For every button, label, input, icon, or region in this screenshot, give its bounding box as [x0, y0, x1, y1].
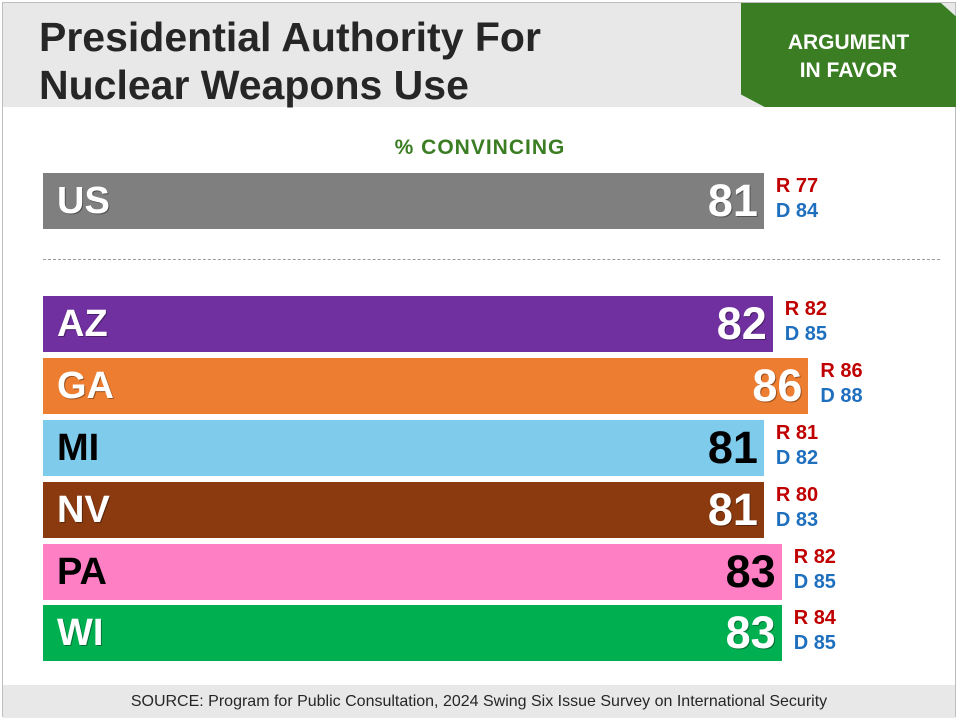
democrat-value-mi: D 82: [775, 447, 819, 469]
republican-value-wi: R 84: [793, 607, 836, 629]
chart-title: Presidential Authority For Nuclear Weapo…: [39, 13, 541, 109]
bar-az: AZ 82: [43, 296, 773, 352]
bar-ga: GA 86: [43, 358, 809, 414]
title-line-2: Nuclear Weapons Use: [39, 62, 469, 108]
value-label-nv: 81: [707, 484, 758, 535]
democrat-value-nv: D 83: [775, 509, 819, 531]
category-label-mi: MI: [57, 427, 100, 469]
value-label-wi: 83: [725, 607, 776, 658]
democrat-value-ga: D 88: [820, 385, 863, 407]
argument-badge: ARGUMENT IN FAVOR: [741, 3, 956, 107]
bar-nv: NV 81: [43, 482, 764, 538]
category-label-ga: GA: [57, 365, 114, 407]
value-label-az: 82: [716, 298, 767, 349]
bar-us: US 81: [43, 173, 764, 229]
bar-wi: WI 83: [43, 605, 782, 661]
badge-line-1: ARGUMENT: [787, 31, 910, 54]
republican-value-ga: R 86: [820, 360, 863, 382]
republican-value-az: R 82: [784, 298, 828, 320]
value-label-mi: 81: [707, 422, 758, 473]
republican-value-mi: R 81: [775, 422, 819, 444]
democrat-value-az: D 85: [784, 323, 828, 345]
category-label-az: AZ: [57, 303, 108, 345]
democrat-value-wi: D 85: [793, 632, 836, 654]
category-label-pa: PA: [57, 551, 107, 593]
category-label-wi: WI: [57, 612, 104, 654]
title-line-1: Presidential Authority For: [39, 14, 541, 60]
democrat-value-us: D 84: [775, 200, 819, 222]
republican-value-nv: R 80: [775, 484, 819, 506]
republican-value-us: R 77: [775, 175, 819, 197]
republican-value-pa: R 82: [793, 546, 836, 568]
badge-line-2: IN FAVOR: [799, 59, 898, 82]
democrat-value-pa: D 85: [793, 571, 836, 593]
value-label-ga: 86: [752, 360, 803, 411]
category-label-us: US: [57, 180, 110, 222]
bar-mi: MI 81: [43, 420, 764, 476]
category-label-nv: NV: [57, 489, 110, 531]
bar-pa: PA 83: [43, 544, 782, 600]
value-label-us: 81: [707, 175, 758, 226]
chart-subtitle: % CONVINCING: [394, 136, 566, 159]
source-footer: SOURCE: Program for Public Consultation,…: [3, 685, 955, 718]
value-label-pa: 83: [725, 546, 776, 597]
us-states-divider: [43, 259, 940, 260]
